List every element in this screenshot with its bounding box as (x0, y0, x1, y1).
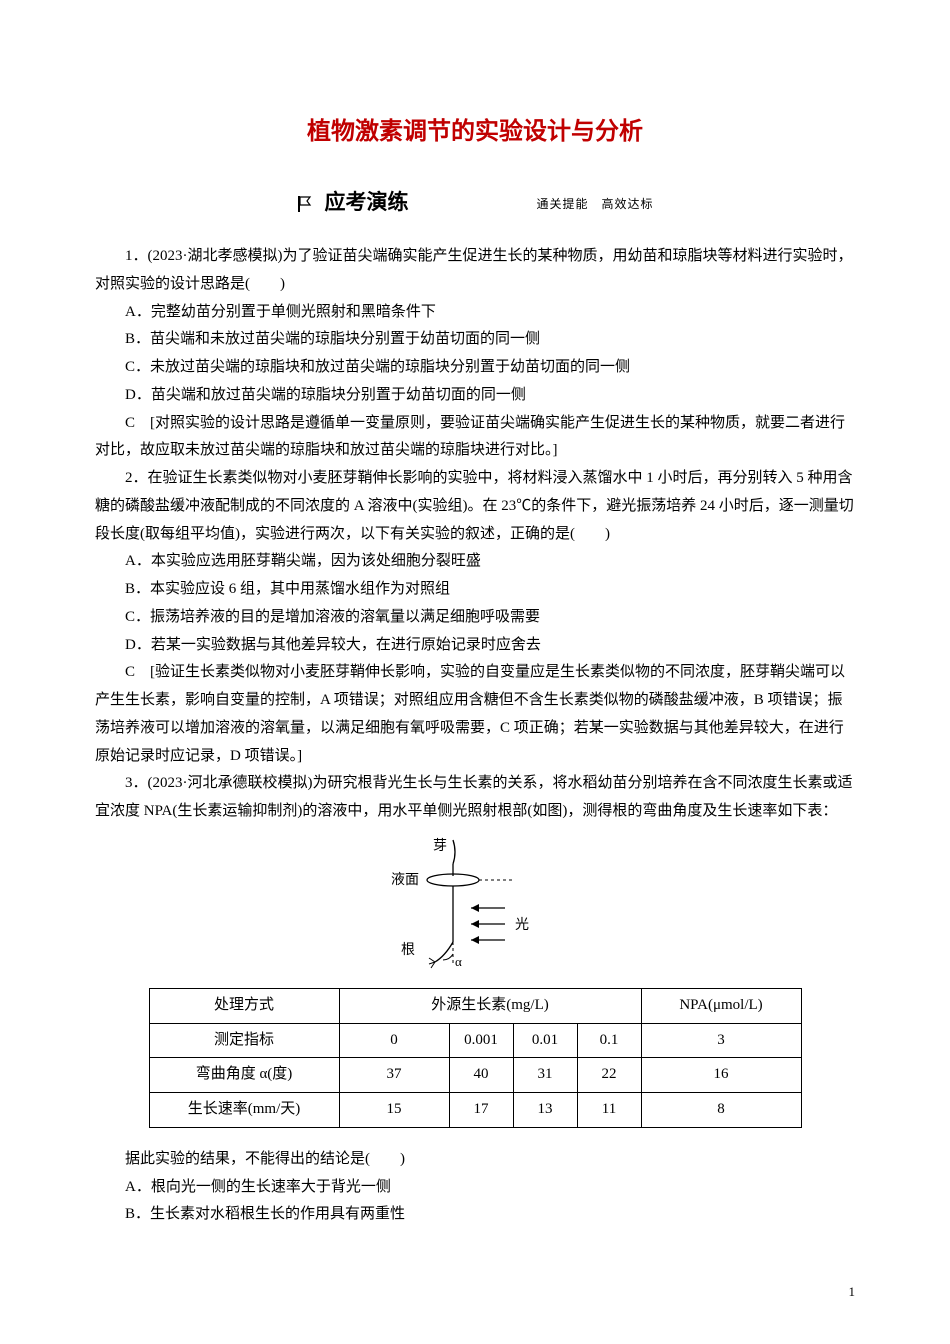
q1-opt-b: B．苗尖端和未放过苗尖端的琼脂块分别置于幼苗切面的同一侧 (95, 326, 855, 354)
v32: 13 (513, 1093, 577, 1128)
q1-opt-c: C．未放过苗尖端的琼脂块和放过苗尖端的琼脂块分别置于幼苗切面的同一侧 (95, 354, 855, 382)
label-root: 根 (401, 942, 415, 958)
v33: 11 (577, 1093, 641, 1128)
v34: 8 (641, 1093, 801, 1128)
th-auxin: 外源生长素(mg/L) (339, 988, 641, 1023)
table-row: 处理方式 外源生长素(mg/L) NPA(μmol/L) (149, 988, 801, 1023)
c2: 0.01 (513, 1023, 577, 1058)
label-bud: 芽 (433, 838, 447, 854)
label-angle: α (455, 954, 462, 969)
label-surface: 液面 (391, 872, 419, 888)
v30: 15 (339, 1093, 449, 1128)
th-index: 测定指标 (149, 1023, 339, 1058)
page-number: 1 (849, 1280, 856, 1304)
q1-opt-d: D．苗尖端和放过苗尖端的琼脂块分别置于幼苗切面的同一侧 (95, 382, 855, 410)
data-table: 处理方式 外源生长素(mg/L) NPA(μmol/L) 测定指标 0 0.00… (149, 988, 802, 1128)
r3-label: 生长速率(mm/天) (149, 1093, 339, 1128)
c1: 0.001 (449, 1023, 513, 1058)
section-header: 应考演练 通关提能 高效达标 (95, 184, 855, 223)
table-row: 弯曲角度 α(度) 37 40 31 22 16 (149, 1058, 801, 1093)
v23: 22 (577, 1058, 641, 1093)
q1-stem: 1．(2023·湖北孝感模拟)为了验证苗尖端确实能产生促进生长的某种物质，用幼苗… (95, 243, 855, 299)
table-row: 生长速率(mm/天) 15 17 13 11 8 (149, 1093, 801, 1128)
page-title: 植物激素调节的实验设计与分析 (95, 110, 855, 154)
flag-icon (296, 195, 314, 213)
seedling-diagram: 芽 液面 光 根 α (95, 834, 855, 974)
q2-opt-c: C．振荡培养液的目的是增加溶液的溶氧量以满足细胞呼吸需要 (95, 604, 855, 632)
c4: 3 (641, 1023, 801, 1058)
r2-label: 弯曲角度 α(度) (149, 1058, 339, 1093)
v24: 16 (641, 1058, 801, 1093)
q3-opt-a: A．根向光一侧的生长速率大于背光一侧 (95, 1174, 855, 1202)
q2-opt-b: B．本实验应设 6 组，其中用蒸馏水组作为对照组 (95, 576, 855, 604)
q1-opt-a: A．完整幼苗分别置于单侧光照射和黑暗条件下 (95, 299, 855, 327)
section-sub: 通关提能 高效达标 (536, 193, 653, 215)
q2-answer: C [验证生长素类似物对小麦胚芽鞘伸长影响，实验的自变量应是生长素类似物的不同浓… (95, 659, 855, 770)
v31: 17 (449, 1093, 513, 1128)
q2-stem: 2．在验证生长素类似物对小麦胚芽鞘伸长影响的实验中，将材料浸入蒸馏水中 1 小时… (95, 465, 855, 548)
th-npa: NPA(μmol/L) (641, 988, 801, 1023)
v21: 40 (449, 1058, 513, 1093)
c3: 0.1 (577, 1023, 641, 1058)
q2-opt-d: D．若某一实验数据与其他差异较大，在进行原始记录时应舍去 (95, 632, 855, 660)
section-label: 应考演练 (324, 184, 408, 223)
th-method: 处理方式 (149, 988, 339, 1023)
q3-post: 据此实验的结果，不能得出的结论是( ) (95, 1146, 855, 1174)
q3-opt-b: B．生长素对水稻根生长的作用具有两重性 (95, 1201, 855, 1229)
q1-answer: C [对照实验的设计思路是遵循单一变量原则，要验证苗尖端确实能产生促进生长的某种… (95, 410, 855, 466)
label-light: 光 (515, 917, 529, 933)
v20: 37 (339, 1058, 449, 1093)
q2-opt-a: A．本实验应选用胚芽鞘尖端，因为该处细胞分裂旺盛 (95, 548, 855, 576)
q3-stem: 3．(2023·河北承德联校模拟)为研究根背光生长与生长素的关系，将水稻幼苗分别… (95, 770, 855, 826)
table-row: 测定指标 0 0.001 0.01 0.1 3 (149, 1023, 801, 1058)
c0: 0 (339, 1023, 449, 1058)
v22: 31 (513, 1058, 577, 1093)
